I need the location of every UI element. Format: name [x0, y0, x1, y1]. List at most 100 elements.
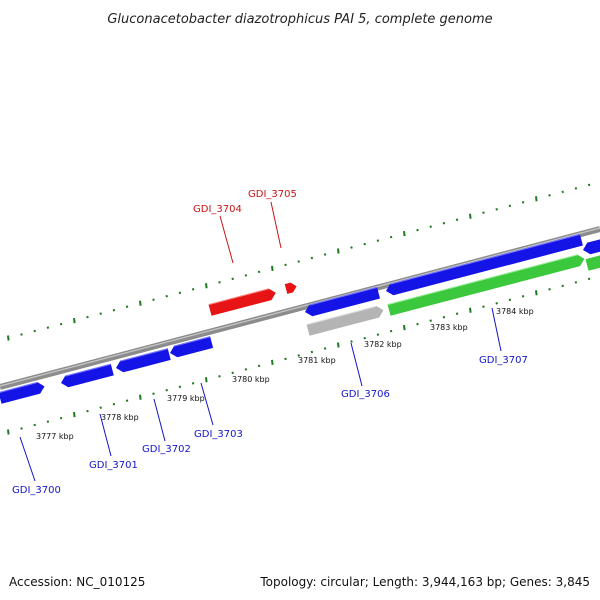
gene-GDI_3702[interactable]	[114, 348, 171, 374]
minor-tick	[350, 246, 353, 249]
minor-tick	[297, 260, 300, 263]
gene-labels: GDI_3700 GDI_3701 GDI_3702 GDI_3703 GDI_…	[12, 189, 528, 496]
minor-tick	[429, 319, 432, 322]
major-tick	[271, 265, 274, 272]
minor-tick	[257, 270, 261, 274]
scale-label-3778: 3778 kbp	[101, 413, 139, 422]
major-tick	[7, 429, 10, 435]
minor-tick	[99, 406, 102, 409]
minor-tick	[429, 225, 432, 228]
gene-label-GDI_3703[interactable]: GDI_3703	[194, 429, 243, 440]
gene-features	[0, 233, 600, 404]
minor-tick	[297, 354, 300, 357]
minor-tick	[20, 427, 23, 430]
minor-tick	[86, 315, 89, 319]
major-tick	[337, 248, 340, 254]
scale-labels: 3777 kbp 3778 kbp 3779 kbp 3780 kbp 3781…	[36, 307, 534, 441]
minor-tick	[191, 288, 195, 291]
minor-tick	[310, 256, 314, 260]
scale-label-3784: 3784 kbp	[496, 307, 534, 316]
accession-text: Accession: NC_010125	[9, 575, 145, 589]
scale-label-3779: 3779 kbp	[167, 394, 205, 403]
minor-tick	[350, 340, 353, 343]
minor-tick	[165, 388, 168, 392]
gene-label-GDI_3704[interactable]: GDI_3704	[193, 204, 242, 215]
minor-tick	[323, 253, 327, 256]
minor-tick	[574, 187, 578, 190]
minor-tick	[376, 333, 380, 336]
gene-label-GDI_3706[interactable]: GDI_3706	[341, 389, 390, 400]
minor-tick	[165, 294, 168, 298]
minor-tick	[152, 392, 155, 395]
minor-tick	[363, 242, 366, 246]
minor-tick	[59, 416, 63, 420]
minor-tick	[508, 204, 512, 208]
minor-tick	[482, 211, 485, 214]
gene-GDI_3707[interactable]	[387, 253, 585, 316]
major-tick	[403, 230, 406, 237]
scale-label-3781: 3781 kbp	[298, 356, 336, 365]
gene-green-2[interactable]	[585, 251, 600, 271]
major-tick	[403, 324, 406, 331]
minor-tick	[495, 208, 498, 211]
minor-tick	[152, 298, 155, 301]
major-tick	[469, 213, 472, 219]
gene-GDI_3705[interactable]	[284, 281, 298, 294]
minor-tick	[561, 284, 564, 288]
gene-forward-1[interactable]	[303, 286, 381, 318]
gene-label-GDI_3705[interactable]: GDI_3705	[248, 189, 297, 200]
minor-tick	[310, 350, 314, 354]
major-tick	[205, 283, 208, 289]
minor-tick	[99, 312, 102, 315]
gene-forward-2[interactable]	[384, 233, 583, 297]
minor-tick	[548, 288, 551, 291]
major-tick	[469, 307, 472, 313]
gene-GDI_3703[interactable]	[168, 336, 214, 359]
gene-GDI_3701[interactable]	[59, 363, 114, 389]
minor-tick	[495, 302, 498, 305]
minor-tick	[125, 305, 129, 308]
gene-GDI_3704[interactable]	[208, 287, 277, 316]
minor-tick	[389, 235, 393, 239]
gene-GDI_3706[interactable]	[306, 304, 384, 336]
minor-tick	[455, 218, 459, 221]
gene-label-GDI_3701[interactable]: GDI_3701	[89, 460, 138, 471]
major-tick	[7, 335, 10, 341]
gene-label-GDI_3707[interactable]: GDI_3707	[479, 355, 528, 366]
minor-tick	[59, 322, 63, 326]
minor-tick	[561, 190, 564, 194]
minor-tick	[284, 263, 287, 267]
gene-label-GDI_3700[interactable]: GDI_3700	[12, 485, 61, 496]
major-tick	[337, 342, 340, 348]
minor-tick	[284, 357, 287, 361]
minor-tick	[20, 333, 23, 336]
minor-tick	[218, 375, 221, 378]
major-tick	[73, 317, 76, 324]
summary-text: Topology: circular; Length: 3,944,163 bp…	[259, 575, 590, 589]
scale-tick-ring	[7, 277, 591, 435]
minor-tick	[442, 221, 446, 225]
scale-label-3783: 3783 kbp	[430, 323, 468, 332]
minor-tick	[244, 274, 248, 277]
gene-label-GDI_3702[interactable]: GDI_3702	[142, 444, 191, 455]
minor-tick	[86, 409, 89, 413]
minor-tick	[178, 385, 182, 389]
minor-tick	[191, 382, 195, 385]
minor-tick	[112, 308, 116, 312]
upper-tick-ring	[7, 183, 591, 341]
major-tick	[139, 394, 142, 400]
minor-tick	[178, 291, 182, 295]
gene-GDI_3700[interactable]	[0, 381, 46, 404]
minor-tick	[455, 312, 459, 315]
minor-tick	[125, 399, 129, 402]
major-tick	[139, 300, 142, 306]
scale-label-3780: 3780 kbp	[232, 375, 270, 384]
label-leaders	[19, 201, 502, 482]
major-tick	[535, 196, 538, 202]
minor-tick	[508, 298, 512, 302]
gene-forward-3[interactable]	[581, 236, 600, 256]
minor-tick	[33, 329, 36, 333]
scale-label-3782: 3782 kbp	[364, 340, 402, 349]
minor-tick	[33, 423, 36, 427]
